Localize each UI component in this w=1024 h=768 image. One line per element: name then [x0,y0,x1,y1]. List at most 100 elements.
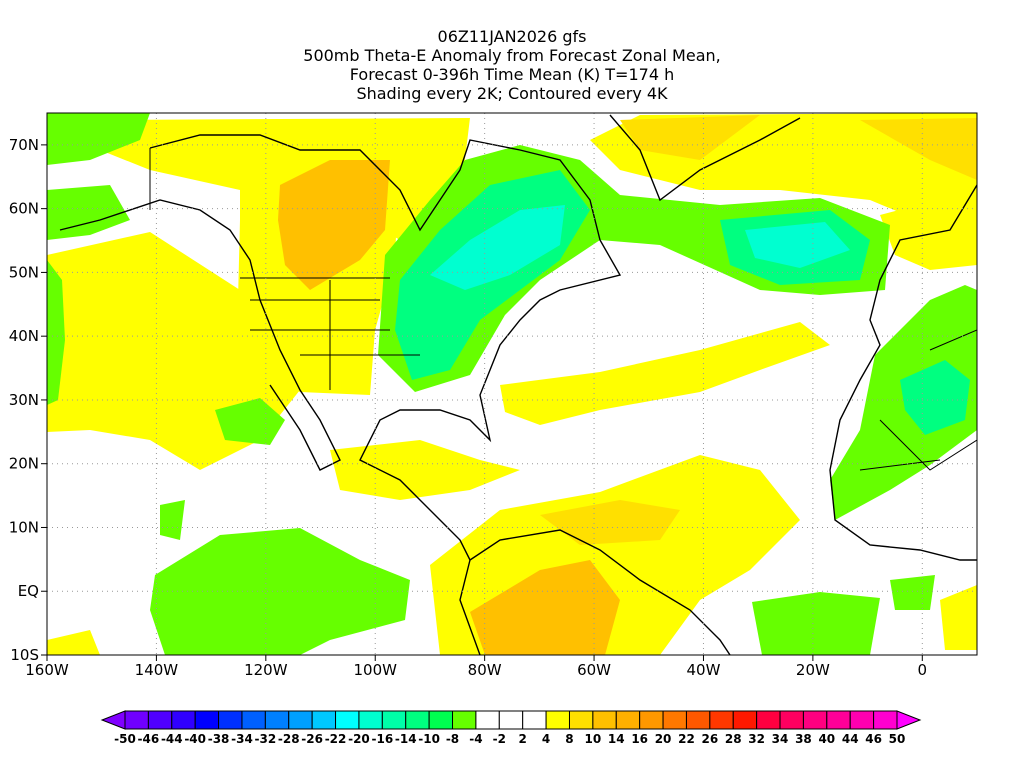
colorbar-box [802,710,828,730]
x-tick-label: 120W [244,661,288,679]
x-tick-label: 140W [135,661,179,679]
colorbar-box [498,710,524,730]
shade-subtropical-pacific-green [215,398,285,445]
south-america-coastline [459,529,731,655]
title-line-1: 06Z11JAN2026 gfs [437,27,587,46]
y-tick-label: 10N [9,518,39,536]
x-tick-label: 160W [25,661,69,679]
colorbar-label: -40 [184,732,206,746]
shade-caribbean-yellow [330,440,520,500]
colorbar-label: 50 [889,732,906,746]
shade-greenland-gold [620,115,977,180]
colorbar-label: 28 [725,732,742,746]
colorbar: -50 -46 -44 -40 -38 -34 -32 -28 -26 -22 -20 -16 -14-… [100,710,922,746]
africa-borders [859,329,977,471]
colorbar-label: 26 [701,732,718,746]
y-tick-label: 10S [10,646,39,664]
colorbar-arrow-high [896,710,922,730]
shade-pacific-south-green [150,528,410,655]
colorbar-box [381,710,407,730]
colorbar-box [405,710,430,730]
colorbar-label: -46 [138,732,160,746]
colorbar-label: -20 [348,732,370,746]
colorbar-box [452,710,477,730]
shade-alaska-green [47,185,130,240]
colorbar-box [779,710,804,730]
colorbar-label: -14 [395,732,417,746]
map-frame [46,112,978,656]
shading-layer [47,113,977,655]
shade-africa-green-core [900,360,970,435]
colorbar-box [335,710,360,730]
coastlines [59,114,977,655]
shade-atlantic-cyan-core [745,222,850,268]
greenland-coastline [609,114,801,202]
x-axis: 160W 140W 120W 100W 80W 60W 40W 20W 0 [25,655,927,679]
y-tick-label: 50N [9,263,39,281]
shade-se-yellow [940,585,977,650]
colorbar-box [147,710,173,730]
x-tick-label: 40W [687,661,721,679]
shade-africa-green [830,285,977,520]
colorbar-box [639,710,664,730]
y-tick-label: 60N [9,200,39,218]
shade-south-america-orange [470,560,620,655]
shade-canada-cyan-core [430,205,565,290]
us-borders [149,148,420,390]
colorbar-label: 34 [772,732,789,746]
colorbar-box [545,710,570,730]
colorbar-box [826,710,851,730]
y-axis: 10S EQ 10N 20N 30N 40N 50N 60N 70N [9,136,47,664]
colorbar-label: -44 [161,732,183,746]
colorbar-box [662,710,687,730]
colorbar-box [756,710,781,730]
colorbar-box [732,710,758,730]
shade-se2-green [890,575,935,610]
colorbar-box [241,710,266,730]
colorbar-label: -26 [301,732,323,746]
colorbar-box [428,710,454,730]
colorbar-label: -32 [255,732,277,746]
title-line-2: 500mb Theta-E Anomaly from Forecast Zona… [303,46,721,65]
shade-europe-yellow [880,190,977,270]
colorbar-label: 4 [542,732,550,746]
colorbar-box [685,710,711,730]
y-tick-label: 40N [9,327,39,345]
colorbar-label: 44 [842,732,859,746]
colorbar-box [615,710,641,730]
colorbar-box [171,710,196,730]
colorbar-label: 38 [795,732,812,746]
y-tick-label: 30N [9,391,39,409]
shade-west-na-orange [278,160,390,290]
shade-atlantic-band-yellow [500,322,830,425]
x-tick-label: 60W [577,661,611,679]
colorbar-label: 8 [565,732,573,746]
colorbar-label: -2 [493,732,506,746]
colorbar-box [194,710,220,730]
shade-pacific-edge-green [47,260,65,405]
colorbar-label: -16 [371,732,393,746]
colorbar-box [218,710,243,730]
colorbar-label: 46 [865,732,882,746]
colorbar-arrow-low [100,710,126,730]
colorbar-label: -50 [114,732,136,746]
shade-sw-yellow [47,630,100,655]
shade-top-left-green [47,113,150,165]
colorbar-box [592,710,617,730]
colorbar-box [873,710,898,730]
colorbar-box [311,710,337,730]
shade-small-green [160,500,185,540]
title-line-3: Forecast 0-396h Time Mean (K) T=174 h [349,65,675,84]
colorbar-label: 16 [631,732,648,746]
colorbar-label: 2 [519,732,527,746]
y-tick-label: 70N [9,136,39,154]
colorbar-box [124,710,149,730]
colorbar-box [709,710,734,730]
colorbar-label: -28 [278,732,300,746]
europe-africa-coastline [829,184,977,561]
colorbar-label: -10 [418,732,440,746]
colorbar-box [264,710,290,730]
colorbar-box [849,710,875,730]
title-line-4: Shading every 2K; Contoured every 4K [356,84,668,103]
